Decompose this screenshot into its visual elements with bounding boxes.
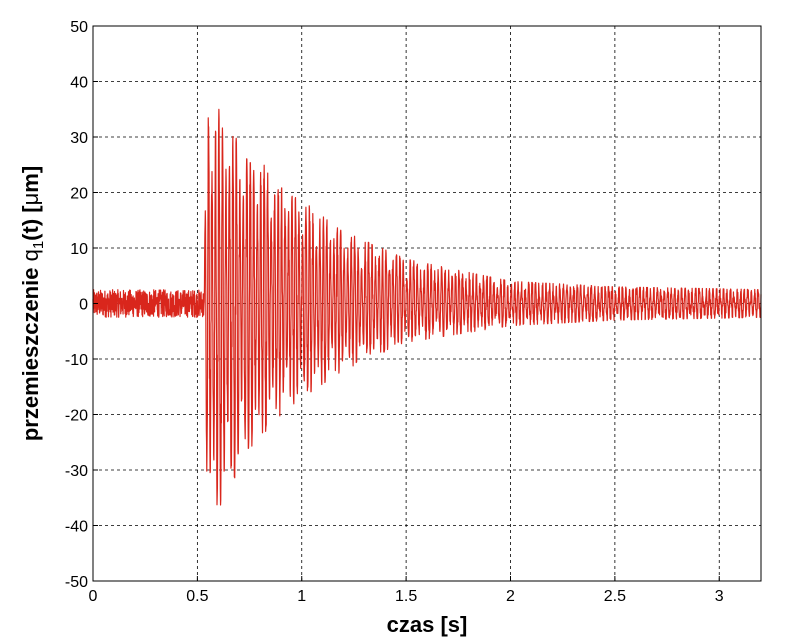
y-tick-label: 0	[79, 297, 88, 314]
y-axis-label-subscript: 1	[30, 241, 47, 249]
y-axis-ticks: 50 40 30 20 10 0 -10 -20 -30 -40 -50	[65, 19, 98, 591]
y-tick-label: -30	[65, 463, 88, 480]
y-tick-label: 50	[70, 19, 88, 36]
x-tick-label: 2.5	[604, 588, 626, 605]
x-tick-label: 0	[89, 588, 98, 605]
x-axis-ticks: 0 0.5 1 1.5 2 2.5 3	[89, 576, 724, 605]
series-displacement	[92, 108, 762, 506]
x-axis-label: czas [s]	[387, 612, 468, 637]
y-tick-label: 30	[70, 130, 88, 147]
y-axis-label-mu: μ	[18, 193, 43, 206]
x-tick-label: 2	[506, 588, 515, 605]
y-tick-label: -50	[65, 574, 88, 591]
y-axis-label-symbol: q	[18, 249, 43, 261]
y-tick-label: 40	[70, 75, 88, 92]
y-axis-label-main: przemieszczenie	[18, 261, 43, 441]
y-tick-label: 10	[70, 241, 88, 258]
y-tick-label: 20	[70, 186, 88, 203]
y-axis-label: przemieszczenie q1(t) [μm]	[18, 166, 47, 441]
x-tick-label: 0.5	[186, 588, 208, 605]
x-tick-label: 1	[297, 588, 306, 605]
y-tick-label: -20	[65, 408, 88, 425]
series-line	[92, 108, 762, 506]
y-axis-label-unit: m]	[18, 166, 43, 193]
y-axis-label-rest: (t) [	[18, 205, 43, 241]
x-tick-label: 1.5	[395, 588, 417, 605]
y-tick-label: -10	[65, 352, 88, 369]
x-tick-label: 3	[715, 588, 724, 605]
y-tick-label: -40	[65, 519, 88, 536]
